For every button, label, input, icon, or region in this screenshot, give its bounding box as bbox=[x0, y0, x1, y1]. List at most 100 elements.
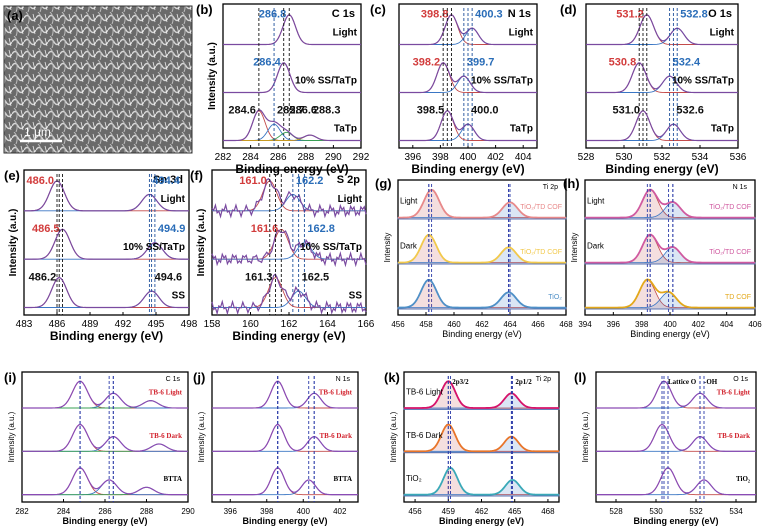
peak-value-label: 400.3 bbox=[475, 9, 503, 21]
x-axis-label: Binding energy (eV) bbox=[232, 329, 345, 343]
series-label: TB-6 Dark bbox=[320, 432, 353, 440]
peak-assignment-label: -OH bbox=[704, 378, 718, 386]
x-tick-label: 532 bbox=[654, 152, 671, 163]
scale-bar-label: 1 μm bbox=[24, 125, 51, 139]
panel-j: (j) 396 398 400 402 Binding energy (eV) Intens… bbox=[193, 370, 359, 526]
x-axis-label: Binding energy (eV) bbox=[62, 516, 147, 526]
peak-assignment-label: 2p3/2 bbox=[452, 378, 469, 386]
x-tick-label: 282 bbox=[215, 152, 232, 163]
peak-value-label: 285.7 bbox=[277, 105, 305, 117]
x-tick-label: 402 bbox=[487, 152, 504, 163]
x-tick-label: 286 bbox=[270, 152, 287, 163]
spectrum-line bbox=[211, 273, 367, 316]
x-axis-label: Binding energy (eV) bbox=[411, 162, 524, 176]
x-tick-label: 465 bbox=[508, 507, 522, 516]
peak-value-label: 161.3 bbox=[245, 272, 273, 284]
x-tick-label: 284 bbox=[242, 152, 259, 163]
element-label: N 1s bbox=[733, 184, 748, 191]
fit-peak bbox=[223, 134, 361, 141]
x-tick-label: 160 bbox=[242, 319, 259, 330]
element-label: C 1s bbox=[332, 8, 355, 20]
plot-frame bbox=[23, 169, 190, 316]
peak-value-label: 398.5 bbox=[417, 105, 445, 117]
element-label: Ti 2p bbox=[543, 184, 558, 191]
x-tick-label: 400 bbox=[297, 507, 311, 516]
spectrum-line bbox=[24, 228, 190, 260]
x-tick-label: 164 bbox=[319, 319, 336, 330]
element-label: N 1s bbox=[336, 376, 351, 383]
x-tick-label: 282 bbox=[15, 507, 29, 516]
fit-peak bbox=[212, 290, 366, 308]
peak-value-label: 532.4 bbox=[673, 57, 701, 69]
peak-value-label: 286.6 bbox=[289, 105, 317, 117]
peak-value-label: 399.7 bbox=[467, 57, 495, 69]
panel-a: (a) 1 μm bbox=[3, 5, 193, 154]
panel-tag-j: (j) bbox=[193, 370, 205, 385]
panel-tag-b: (b) bbox=[196, 2, 213, 17]
element-label: N 1s bbox=[508, 8, 531, 20]
series-label: Light bbox=[710, 28, 735, 39]
panel-g: (g) 456 458 460 462 464 466 468 Binding energy (… bbox=[375, 176, 573, 339]
x-tick-label: 166 bbox=[358, 319, 375, 330]
peak-value-label: 162.2 bbox=[296, 175, 324, 187]
series-label: TiO₂ bbox=[406, 474, 422, 483]
spectrum-line bbox=[585, 188, 755, 219]
x-tick-label: 534 bbox=[729, 507, 743, 516]
series-label: 10% SS/TaTp bbox=[471, 76, 533, 87]
x-tick-label: 466 bbox=[531, 320, 545, 329]
series-sample-label: TiO₂/TD COF bbox=[709, 204, 751, 211]
series-label: TaTp bbox=[334, 124, 357, 135]
spectrum-line bbox=[585, 233, 755, 264]
series-label: TiO₂ bbox=[736, 475, 750, 483]
peak-value-label: 531.2 bbox=[616, 9, 644, 21]
series-label: Light bbox=[338, 194, 363, 205]
element-label: O 1s bbox=[708, 8, 732, 20]
series-sample-label: TiO₂/TD COF bbox=[520, 204, 562, 211]
x-tick-label: 468 bbox=[541, 507, 555, 516]
panel-i: (i) 282 284 286 288 290 Binding energy (eV) Int… bbox=[4, 370, 195, 526]
x-tick-label: 396 bbox=[224, 507, 238, 516]
spectrum-line bbox=[397, 188, 566, 219]
spectrum-line bbox=[23, 276, 190, 309]
panel-d: (d) 528 530 532 534 536 Binding energy (eV) O 1… bbox=[560, 2, 747, 176]
x-tick-label: 288 bbox=[140, 507, 154, 516]
series-label: TB-6 Dark bbox=[406, 431, 443, 440]
series-label: TB-6 Light bbox=[319, 389, 353, 397]
x-tick-label: 158 bbox=[204, 319, 221, 330]
peak-value-label: 486.5 bbox=[32, 223, 60, 235]
x-tick-label: 536 bbox=[730, 152, 747, 163]
panel-l: (l) 528 530 532 534 Binding energy (eV) Intens… bbox=[574, 370, 757, 526]
x-tick-label: 290 bbox=[325, 152, 342, 163]
y-axis-label: Intensity (a.u.) bbox=[207, 42, 218, 110]
series-label: TaTp bbox=[711, 124, 734, 135]
spectrum-line bbox=[22, 380, 188, 409]
x-axis-label: Binding energy (eV) bbox=[605, 162, 718, 176]
fit-peak bbox=[212, 242, 366, 260]
sem-image bbox=[3, 5, 193, 154]
x-tick-label: 489 bbox=[82, 319, 99, 330]
x-tick-label: 468 bbox=[559, 320, 573, 329]
peak-value-label: 486.2 bbox=[29, 272, 57, 284]
series-label: Light bbox=[587, 197, 605, 206]
peak-value-label: 532.8 bbox=[680, 9, 708, 21]
peak-value-label: 494.4 bbox=[152, 175, 180, 187]
x-tick-label: 528 bbox=[609, 507, 623, 516]
panel-tag-d: (d) bbox=[560, 2, 577, 17]
element-label: Sn 3d bbox=[153, 174, 183, 186]
series-label: Light bbox=[161, 194, 186, 205]
spectrum-line bbox=[22, 424, 189, 452]
spectrum-line bbox=[212, 380, 358, 409]
series-label: 10% SS/TaTp bbox=[123, 242, 185, 253]
peak-value-label: 494.6 bbox=[155, 272, 183, 284]
spectrum-line bbox=[404, 466, 559, 496]
spectrum-line bbox=[211, 229, 367, 268]
series-label: SS bbox=[349, 291, 363, 302]
plot-frame bbox=[595, 371, 757, 503]
x-axis-label: Binding energy (eV) bbox=[439, 516, 524, 526]
series-sample-label: TiO₂/TD COF bbox=[520, 249, 562, 256]
y-axis-label: Intensity (a.u.) bbox=[389, 411, 398, 462]
xps-panels: (b) 282 284 286 288 290 292 Binding energy (eV)… bbox=[4, 2, 762, 526]
x-tick-label: 495 bbox=[148, 319, 165, 330]
x-tick-label: 400 bbox=[663, 320, 677, 329]
x-tick-label: 462 bbox=[475, 507, 489, 516]
